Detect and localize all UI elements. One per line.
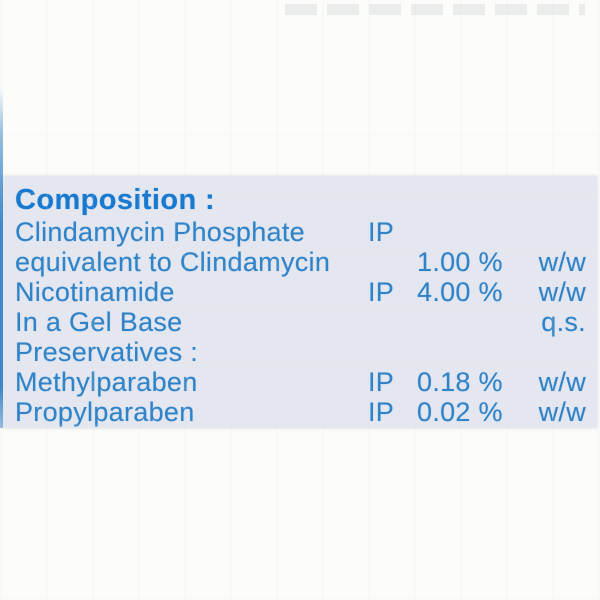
ingredient-name: Methylparaben xyxy=(15,367,198,397)
ingredient-row: Clindamycin Phosphate IP xyxy=(15,217,597,247)
ingredient-row: Methylparaben IP 0.18 % w/w xyxy=(15,367,597,397)
ingredient-unit: q.s. xyxy=(541,307,586,337)
ingredient-amount xyxy=(417,307,520,337)
ingredient-row: Nicotinamide IP 4.00 % w/w xyxy=(15,277,597,307)
ingredient-unit: w/w xyxy=(538,277,586,307)
ingredient-unit: w/w xyxy=(538,247,586,277)
box-edge-print-line xyxy=(0,88,3,428)
ingredient-unit: w/w xyxy=(538,397,586,427)
preservatives-subheading-row: Preservatives : xyxy=(15,337,597,367)
composition-heading: Composition : xyxy=(15,184,216,216)
pharmacopoeia-tag: IP xyxy=(368,367,395,397)
ingredient-unit xyxy=(520,217,586,247)
pharmacopoeia-tag: IP xyxy=(368,397,395,427)
ingredient-amount: 4.00 % xyxy=(417,277,503,307)
preservatives-subheading: Preservatives : xyxy=(15,337,199,367)
ingredient-amount: 0.18 % xyxy=(417,367,503,397)
composition-panel: Composition : Clindamycin Phosphate IP e… xyxy=(2,176,597,428)
ingredient-name: equivalent to Clindamycin xyxy=(15,247,331,277)
ingredient-amount: 1.00 % xyxy=(417,247,503,277)
pharmacopoeia-tag: IP xyxy=(368,277,395,307)
cardboard-texture-streaks xyxy=(285,4,585,15)
ingredient-name: Clindamycin Phosphate xyxy=(15,217,305,247)
pharmacopoeia-tag xyxy=(368,307,417,337)
ingredient-name: Propylparaben xyxy=(15,397,195,427)
ingredient-row: In a Gel Base q.s. xyxy=(15,307,597,337)
pharmacopoeia-tag xyxy=(368,247,417,277)
ingredient-name: Nicotinamide xyxy=(15,277,175,307)
ingredient-row: equivalent to Clindamycin 1.00 % w/w xyxy=(15,247,597,277)
ingredient-name: In a Gel Base xyxy=(15,307,183,337)
ingredient-amount xyxy=(417,217,520,247)
ingredient-amount: 0.02 % xyxy=(417,397,503,427)
ingredient-unit: w/w xyxy=(538,367,586,397)
ingredient-row: Propylparaben IP 0.02 % w/w xyxy=(15,397,597,427)
pharmacopoeia-tag: IP xyxy=(368,217,395,247)
